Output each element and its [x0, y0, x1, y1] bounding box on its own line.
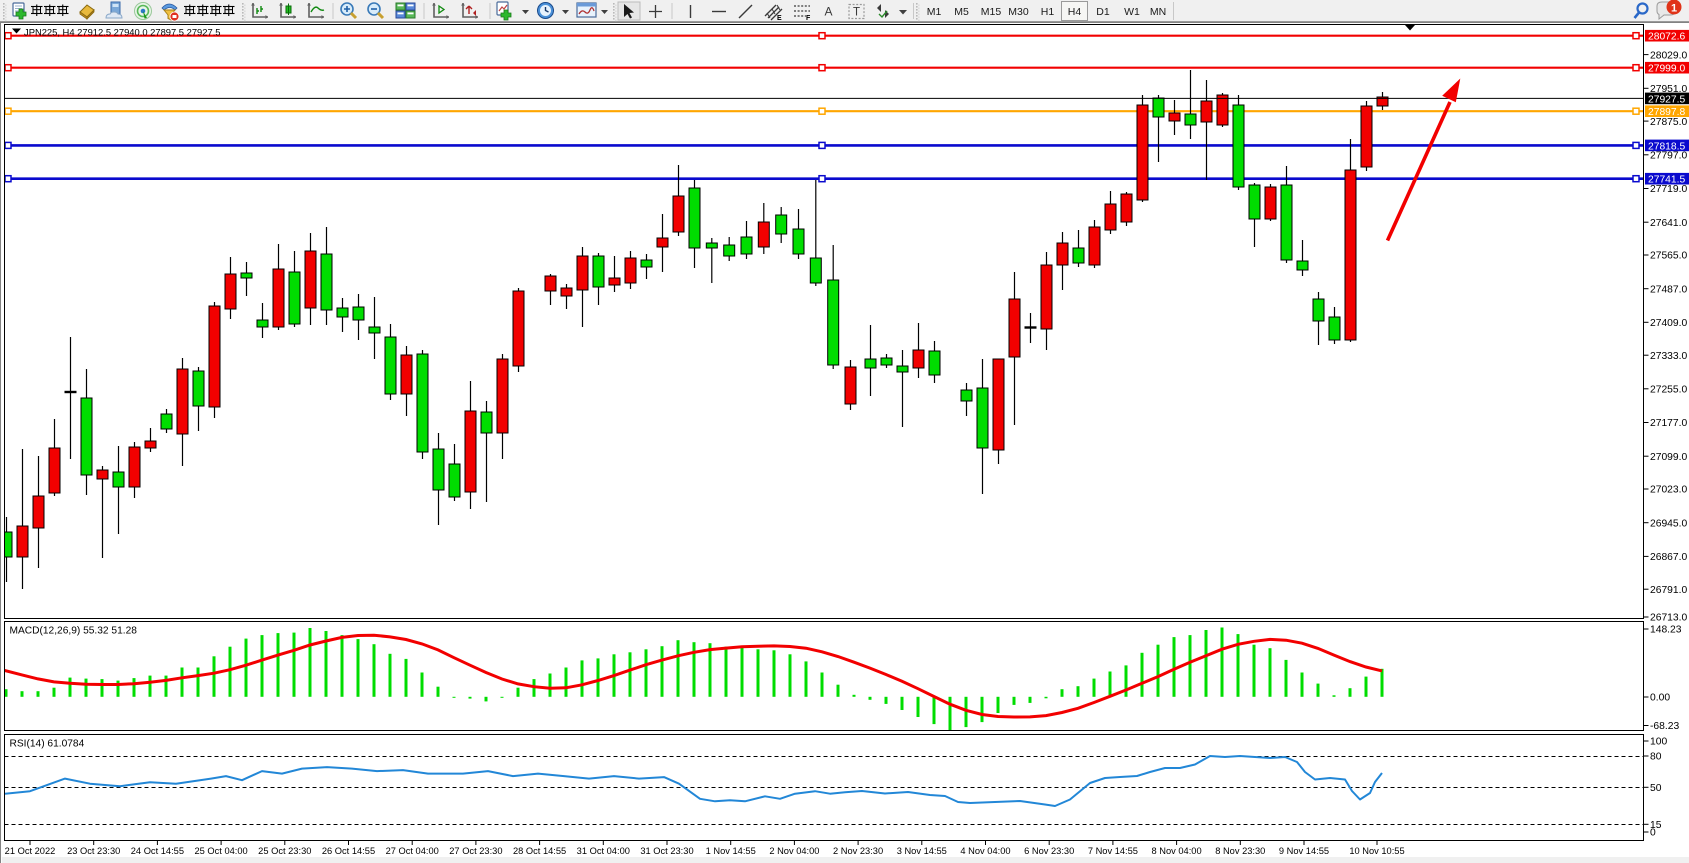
svg-text:27897.8: 27897.8 — [1648, 107, 1685, 118]
svg-text:27641.0: 27641.0 — [1650, 218, 1687, 229]
svg-text:21 Oct 2022: 21 Oct 2022 — [5, 846, 56, 856]
svg-text:0: 0 — [1650, 828, 1656, 839]
svg-text:E: E — [777, 15, 782, 22]
svg-text:27565.0: 27565.0 — [1650, 251, 1687, 262]
svg-text:M5: M5 — [954, 6, 969, 18]
svg-text:0.00: 0.00 — [1650, 693, 1670, 704]
svg-text:27487.0: 27487.0 — [1650, 284, 1687, 295]
svg-text:28 Oct 14:55: 28 Oct 14:55 — [513, 846, 566, 856]
svg-text:9 Nov 14:55: 9 Nov 14:55 — [1279, 846, 1329, 856]
svg-text:26791.0: 26791.0 — [1650, 585, 1687, 596]
svg-text:24 Oct 14:55: 24 Oct 14:55 — [131, 846, 184, 856]
svg-text:M1: M1 — [927, 6, 942, 18]
svg-text:A: A — [825, 5, 833, 19]
svg-text:31 Oct 23:30: 31 Oct 23:30 — [640, 846, 693, 856]
svg-text:8 Nov 04:00: 8 Nov 04:00 — [1152, 846, 1202, 856]
svg-text:31 Oct 04:00: 31 Oct 04:00 — [577, 846, 630, 856]
svg-text:27023.0: 27023.0 — [1650, 485, 1687, 496]
svg-text:2 Nov 23:30: 2 Nov 23:30 — [833, 846, 883, 856]
svg-text:28029.0: 28029.0 — [1650, 50, 1687, 61]
svg-text:M30: M30 — [1008, 6, 1029, 18]
svg-text:27 Oct 04:00: 27 Oct 04:00 — [386, 846, 439, 856]
svg-text:3 Nov 14:55: 3 Nov 14:55 — [897, 846, 947, 856]
svg-text:F: F — [806, 15, 811, 22]
svg-text:25 Oct 23:30: 25 Oct 23:30 — [258, 846, 311, 856]
svg-text:50: 50 — [1650, 783, 1662, 794]
svg-text:27099.0: 27099.0 — [1650, 452, 1687, 463]
svg-text:MACD(12,26,9) 55.32 51.28: MACD(12,26,9) 55.32 51.28 — [10, 626, 138, 637]
svg-text:-68.23: -68.23 — [1650, 721, 1679, 732]
svg-text:T: T — [853, 7, 860, 19]
svg-text:4 Nov 04:00: 4 Nov 04:00 — [960, 846, 1010, 856]
svg-text:27719.0: 27719.0 — [1650, 184, 1687, 195]
svg-text:27875.0: 27875.0 — [1650, 117, 1687, 128]
svg-text:27 Oct 23:30: 27 Oct 23:30 — [449, 846, 502, 856]
svg-text:10 Nov 10:55: 10 Nov 10:55 — [1349, 846, 1404, 856]
svg-text:25 Oct 04:00: 25 Oct 04:00 — [194, 846, 247, 856]
svg-text:15: 15 — [1650, 820, 1662, 831]
svg-text:23 Oct 23:30: 23 Oct 23:30 — [67, 846, 120, 856]
svg-text:27818.5: 27818.5 — [1648, 141, 1685, 152]
svg-text:27255.0: 27255.0 — [1650, 385, 1687, 396]
svg-text:8 Nov 23:30: 8 Nov 23:30 — [1215, 846, 1265, 856]
svg-text:148.23: 148.23 — [1650, 625, 1682, 636]
svg-text:1: 1 — [1671, 3, 1677, 15]
svg-text:W1: W1 — [1124, 6, 1140, 18]
svg-text:27999.0: 27999.0 — [1648, 64, 1685, 75]
svg-text:1 Nov 14:55: 1 Nov 14:55 — [706, 846, 756, 856]
svg-text:H1: H1 — [1041, 6, 1055, 18]
svg-text:RSI(14) 61.0784: RSI(14) 61.0784 — [10, 739, 85, 750]
svg-text:27927.5: 27927.5 — [1648, 94, 1685, 105]
svg-text:M15: M15 — [981, 6, 1002, 18]
svg-text:28072.6: 28072.6 — [1648, 32, 1685, 43]
svg-text:27177.0: 27177.0 — [1650, 418, 1687, 429]
svg-text:26 Oct 14:55: 26 Oct 14:55 — [322, 846, 375, 856]
svg-text:26713.0: 26713.0 — [1650, 613, 1687, 624]
svg-text:27797.0: 27797.0 — [1650, 151, 1687, 162]
svg-text:6 Nov 23:30: 6 Nov 23:30 — [1024, 846, 1074, 856]
svg-text:D1: D1 — [1096, 6, 1110, 18]
svg-text:26867.0: 26867.0 — [1650, 552, 1687, 563]
svg-text:27741.5: 27741.5 — [1648, 175, 1685, 186]
svg-text:100: 100 — [1650, 737, 1667, 748]
svg-text:80: 80 — [1650, 752, 1662, 763]
svg-text:MN: MN — [1150, 6, 1166, 18]
svg-text:27951.0: 27951.0 — [1650, 84, 1687, 95]
svg-text:27333.0: 27333.0 — [1650, 351, 1687, 362]
svg-text:7 Nov 14:55: 7 Nov 14:55 — [1088, 846, 1138, 856]
svg-text:H4: H4 — [1068, 6, 1082, 18]
svg-text:JPN225, H4 27912.5 27940.0 27: JPN225, H4 27912.5 27940.0 27897.5 27927… — [24, 27, 221, 38]
svg-text:27409.0: 27409.0 — [1650, 318, 1687, 329]
svg-text:2 Nov 04:00: 2 Nov 04:00 — [769, 846, 819, 856]
svg-text:26945.0: 26945.0 — [1650, 518, 1687, 529]
